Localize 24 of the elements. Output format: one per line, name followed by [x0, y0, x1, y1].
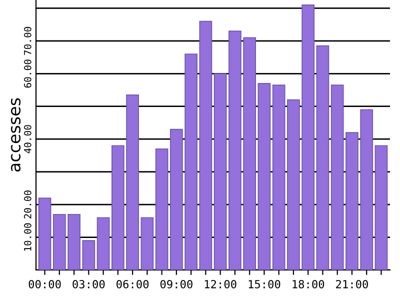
y-tick-label: 60.00 — [24, 60, 32, 88]
bar — [96, 217, 110, 270]
bar — [258, 83, 271, 270]
bar — [214, 73, 227, 270]
bar — [38, 198, 52, 270]
x-tick-label: 18:00 — [292, 280, 324, 288]
x-tick-label: 12:00 — [204, 280, 236, 288]
y-tick-label: 20.00 — [24, 190, 32, 218]
x-tick-label: 09:00 — [160, 280, 192, 288]
bar — [374, 145, 388, 270]
x-tick-label: 00:00 — [28, 280, 61, 288]
bar — [316, 45, 330, 270]
y-tick-label: 40.00 — [24, 125, 32, 154]
bar — [272, 84, 286, 270]
x-tick-label: 21:00 — [336, 280, 368, 288]
x-tick-label: 15:00 — [248, 280, 280, 288]
bar — [199, 20, 212, 270]
y-tick-label: 70.00 — [24, 26, 32, 55]
y-tick-label: 10.00 — [24, 223, 32, 251]
bar — [140, 217, 154, 270]
y-axis-title: accesses — [10, 98, 21, 172]
bar — [155, 148, 168, 270]
x-tick-label: 06:00 — [116, 280, 149, 288]
x-tick-label: 03:00 — [72, 280, 105, 288]
